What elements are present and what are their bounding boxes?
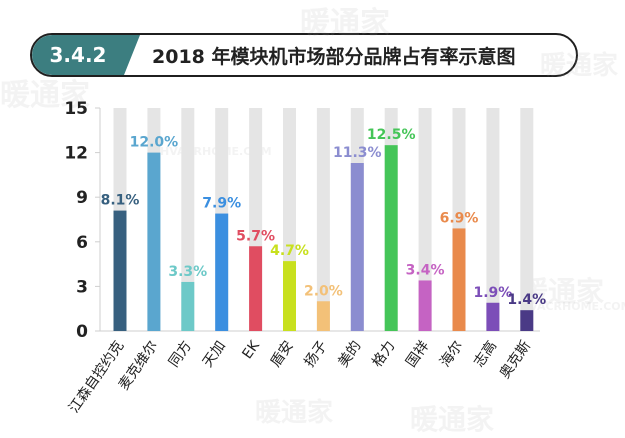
x-tick-label: 美的 bbox=[335, 338, 364, 370]
data-label: 2.0% bbox=[304, 283, 343, 299]
x-tick-label: 扬子 bbox=[302, 338, 331, 370]
bar bbox=[418, 280, 432, 331]
y-tick-label: 0 bbox=[76, 322, 88, 342]
y-tick-label: 6 bbox=[76, 233, 88, 253]
data-label: 8.1% bbox=[101, 193, 140, 209]
bar bbox=[181, 281, 195, 331]
section-badge-wedge bbox=[124, 35, 140, 75]
bar bbox=[147, 152, 161, 331]
y-tick-label: 15 bbox=[64, 99, 88, 119]
x-tick-label: 同方 bbox=[166, 338, 195, 370]
bar bbox=[520, 310, 534, 331]
data-label: 5.7% bbox=[236, 228, 275, 244]
data-label: 11.3% bbox=[333, 145, 382, 161]
x-tick-label: 国祥 bbox=[403, 338, 432, 370]
x-tick-label: 盾安 bbox=[268, 338, 297, 370]
bar-background bbox=[181, 108, 195, 331]
bar bbox=[384, 145, 398, 331]
data-label: 1.4% bbox=[507, 292, 546, 308]
bar bbox=[249, 246, 263, 331]
y-tick-label: 12 bbox=[64, 144, 88, 164]
data-label: 12.0% bbox=[130, 135, 179, 151]
x-tick-label: 江森自控约克 bbox=[66, 338, 127, 416]
bar bbox=[316, 301, 330, 331]
bar-background bbox=[418, 108, 432, 331]
bar bbox=[113, 210, 127, 331]
bar bbox=[350, 163, 364, 331]
data-label: 4.7% bbox=[270, 243, 309, 259]
x-tick-label: EK bbox=[239, 337, 263, 362]
x-tick-label: 奥克斯 bbox=[496, 338, 534, 382]
bar bbox=[215, 213, 229, 331]
x-tick-label: 志高 bbox=[470, 338, 500, 371]
x-tick-label: 天加 bbox=[200, 338, 229, 370]
data-label: 3.4% bbox=[406, 262, 445, 278]
bar bbox=[486, 302, 500, 331]
y-tick-label: 3 bbox=[76, 277, 88, 297]
bar bbox=[452, 228, 466, 331]
y-tick-label: 9 bbox=[76, 188, 88, 208]
bar bbox=[283, 261, 296, 331]
x-tick-label: 格力 bbox=[369, 338, 398, 370]
section-badge: 3.4.2 bbox=[32, 35, 124, 75]
data-label: 1.9% bbox=[473, 285, 512, 301]
chart-header: 3.4.2 2018 年模块机市场部分品牌占有率示意图 bbox=[30, 33, 578, 77]
x-tick-label: 海尔 bbox=[437, 338, 466, 370]
bar-background bbox=[316, 108, 330, 331]
bar-background bbox=[520, 108, 534, 331]
data-label: 3.3% bbox=[168, 264, 207, 280]
bar-background bbox=[486, 108, 500, 331]
chart-title: 2018 年模块机市场部分品牌占有率示意图 bbox=[152, 45, 516, 68]
data-label: 12.5% bbox=[367, 127, 416, 143]
data-label: 7.9% bbox=[202, 196, 241, 212]
data-label: 6.9% bbox=[440, 210, 479, 226]
